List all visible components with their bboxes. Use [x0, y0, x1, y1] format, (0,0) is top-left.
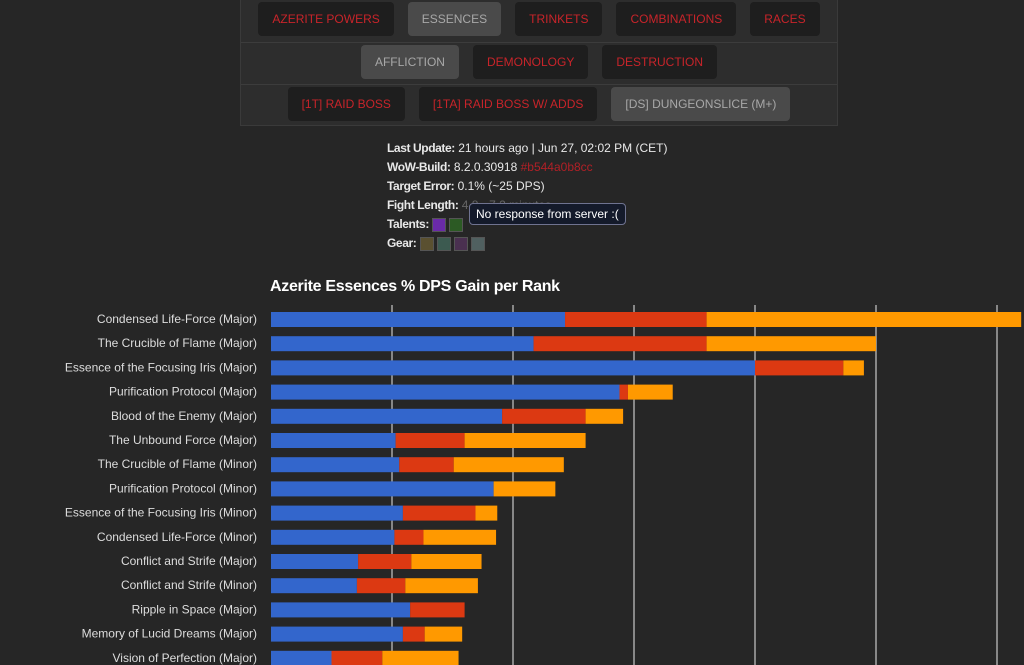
fight-length-label: Fight Length: — [387, 198, 459, 212]
category-label: Blood of the Enemy (Major) — [111, 409, 257, 423]
bar-rank-2[interactable] — [402, 505, 476, 521]
category-label: Essence of the Focusing Iris (Minor) — [65, 506, 257, 520]
nav-button-affliction[interactable]: AFFLICTION — [360, 45, 459, 79]
nav-button-trinkets[interactable]: TRINKETS — [515, 2, 603, 36]
bar-rank-3[interactable] — [382, 650, 459, 665]
gear-item-icon[interactable] — [453, 236, 468, 251]
nav-button-essences[interactable]: ESSENCES — [407, 2, 502, 36]
essence-bar-chart: Condensed Life-Force (Major) The Crucible… — [65, 305, 1022, 665]
gear-label: Gear: — [387, 236, 417, 250]
target-error-label: Target Error: — [387, 179, 455, 193]
bar-rank-2[interactable] — [755, 360, 844, 376]
gear-item-icon[interactable] — [419, 236, 434, 251]
bar-rank-2[interactable] — [502, 408, 586, 424]
bar-rank-1[interactable] — [271, 433, 396, 448]
gear-item-icon[interactable] — [436, 236, 451, 251]
category-label: Purification Protocol (Major) — [109, 385, 257, 399]
bar-rank-2[interactable] — [399, 457, 454, 473]
nav-button-azerite-powers[interactable]: AZERITE POWERS — [258, 2, 394, 36]
bar-rank-3[interactable] — [453, 457, 564, 473]
last-update-label: Last Update: — [387, 141, 455, 155]
build-label: WoW-Build: — [387, 160, 451, 174]
bar-rank-1[interactable] — [271, 336, 534, 352]
category-label: Conflict and Strife (Minor) — [121, 578, 257, 592]
bar-rank-1[interactable] — [271, 360, 755, 376]
category-label: The Crucible of Flame (Minor) — [98, 457, 257, 471]
category-label: The Crucible of Flame (Major) — [98, 336, 257, 350]
nav-button-combinations[interactable]: COMBINATIONS — [616, 2, 737, 36]
talents-label: Talents: — [387, 217, 429, 231]
nav-button-demonology[interactable]: DEMONOLOGY — [472, 45, 589, 79]
sim-info: Last Update: 21 hours ago | Jun 27, 02:0… — [387, 139, 667, 253]
bar-rank-2[interactable] — [395, 433, 465, 448]
bar-rank-3[interactable] — [627, 384, 673, 400]
nav-button-1t-raid-boss[interactable]: [1T] RAID BOSS — [287, 87, 405, 121]
nav-button-destruction[interactable]: DESTRUCTION — [602, 45, 718, 79]
nav-button-ds-dungeonslice-m[interactable]: [DS] DUNGEONSLICE (M+) — [611, 87, 791, 121]
navigation-panel: AZERITE POWERS ESSENCES TRINKETS COMBINATIO… — [240, 0, 838, 126]
bar-rank-1[interactable] — [271, 312, 566, 327]
bar-rank-3[interactable] — [475, 505, 498, 521]
bar-rank-3[interactable] — [411, 554, 482, 569]
bar-rank-3[interactable] — [493, 481, 556, 497]
category-label: Vision of Perfection (Major) — [112, 651, 257, 665]
bar-rank-1[interactable] — [271, 602, 411, 618]
bar-rank-3[interactable] — [585, 408, 624, 424]
talent-icon[interactable] — [432, 217, 447, 232]
bar-rank-3[interactable] — [706, 336, 876, 352]
bar-rank-2[interactable] — [356, 578, 406, 594]
category-label: Condensed Life-Force (Minor) — [97, 530, 257, 544]
bar-rank-2[interactable] — [394, 529, 424, 545]
chart-title: Azerite Essences % DPS Gain per Rank — [270, 278, 560, 295]
nav-button-races[interactable]: RACES — [750, 2, 820, 36]
bar-rank-2[interactable] — [619, 384, 628, 400]
bar-rank-1[interactable] — [271, 457, 400, 473]
category-label: Condensed Life-Force (Major) — [97, 312, 257, 326]
bar-rank-2[interactable] — [358, 554, 412, 569]
bar-rank-1[interactable] — [271, 481, 494, 497]
category-label: Purification Protocol (Minor) — [109, 481, 257, 495]
bar-rank-3[interactable] — [464, 433, 586, 448]
bar-rank-3[interactable] — [843, 360, 864, 376]
build-hash-link[interactable]: #b544a0b8cc — [520, 160, 593, 174]
bar-rank-1[interactable] — [271, 384, 620, 400]
category-label: Ripple in Space (Major) — [132, 602, 257, 616]
bar-rank-1[interactable] — [271, 626, 403, 642]
nav-button-1ta-raid-boss-w-adds[interactable]: [1TA] RAID BOSS W/ ADDS — [418, 87, 598, 121]
category-label: The Unbound Force (Major) — [109, 433, 257, 447]
build: 8.2.0.30918 — [453, 160, 518, 174]
bar-rank-1[interactable] — [271, 529, 395, 545]
category-label: Conflict and Strife (Major) — [121, 554, 257, 568]
category-label: Essence of the Focusing Iris (Major) — [65, 360, 257, 374]
bar-rank-3[interactable] — [423, 529, 497, 545]
bar-rank-2[interactable] — [565, 312, 707, 327]
bar-rank-3[interactable] — [706, 312, 1022, 327]
talent-icon[interactable] — [449, 217, 464, 232]
bar-rank-1[interactable] — [271, 408, 503, 424]
bar-rank-3[interactable] — [405, 578, 478, 594]
bar-rank-2[interactable] — [410, 602, 465, 618]
bar-rank-1[interactable] — [271, 505, 403, 521]
category-label: Memory of Lucid Dreams (Major) — [82, 627, 257, 641]
tooltip: No response from server :( — [469, 203, 626, 225]
bar-rank-2[interactable] — [402, 626, 425, 642]
bar-rank-1[interactable] — [271, 578, 357, 594]
bar-rank-3[interactable] — [424, 626, 463, 642]
target-error: 0.1% (~25 DPS) — [457, 179, 545, 193]
bar-rank-2[interactable] — [331, 650, 383, 665]
bar-rank-1[interactable] — [271, 554, 359, 569]
bar-rank-2[interactable] — [533, 336, 707, 352]
bar-rank-1[interactable] — [271, 650, 332, 665]
gear-item-icon[interactable] — [470, 236, 485, 251]
last-update: 21 hours ago | Jun 27, 02:02 PM (CET) — [458, 141, 668, 155]
